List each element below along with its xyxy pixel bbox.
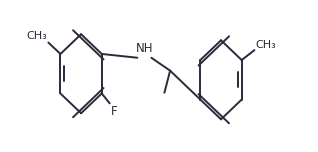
Text: NH: NH	[135, 42, 153, 55]
Text: CH₃: CH₃	[26, 31, 47, 41]
Text: F: F	[111, 105, 118, 118]
Text: CH₃: CH₃	[255, 40, 276, 50]
